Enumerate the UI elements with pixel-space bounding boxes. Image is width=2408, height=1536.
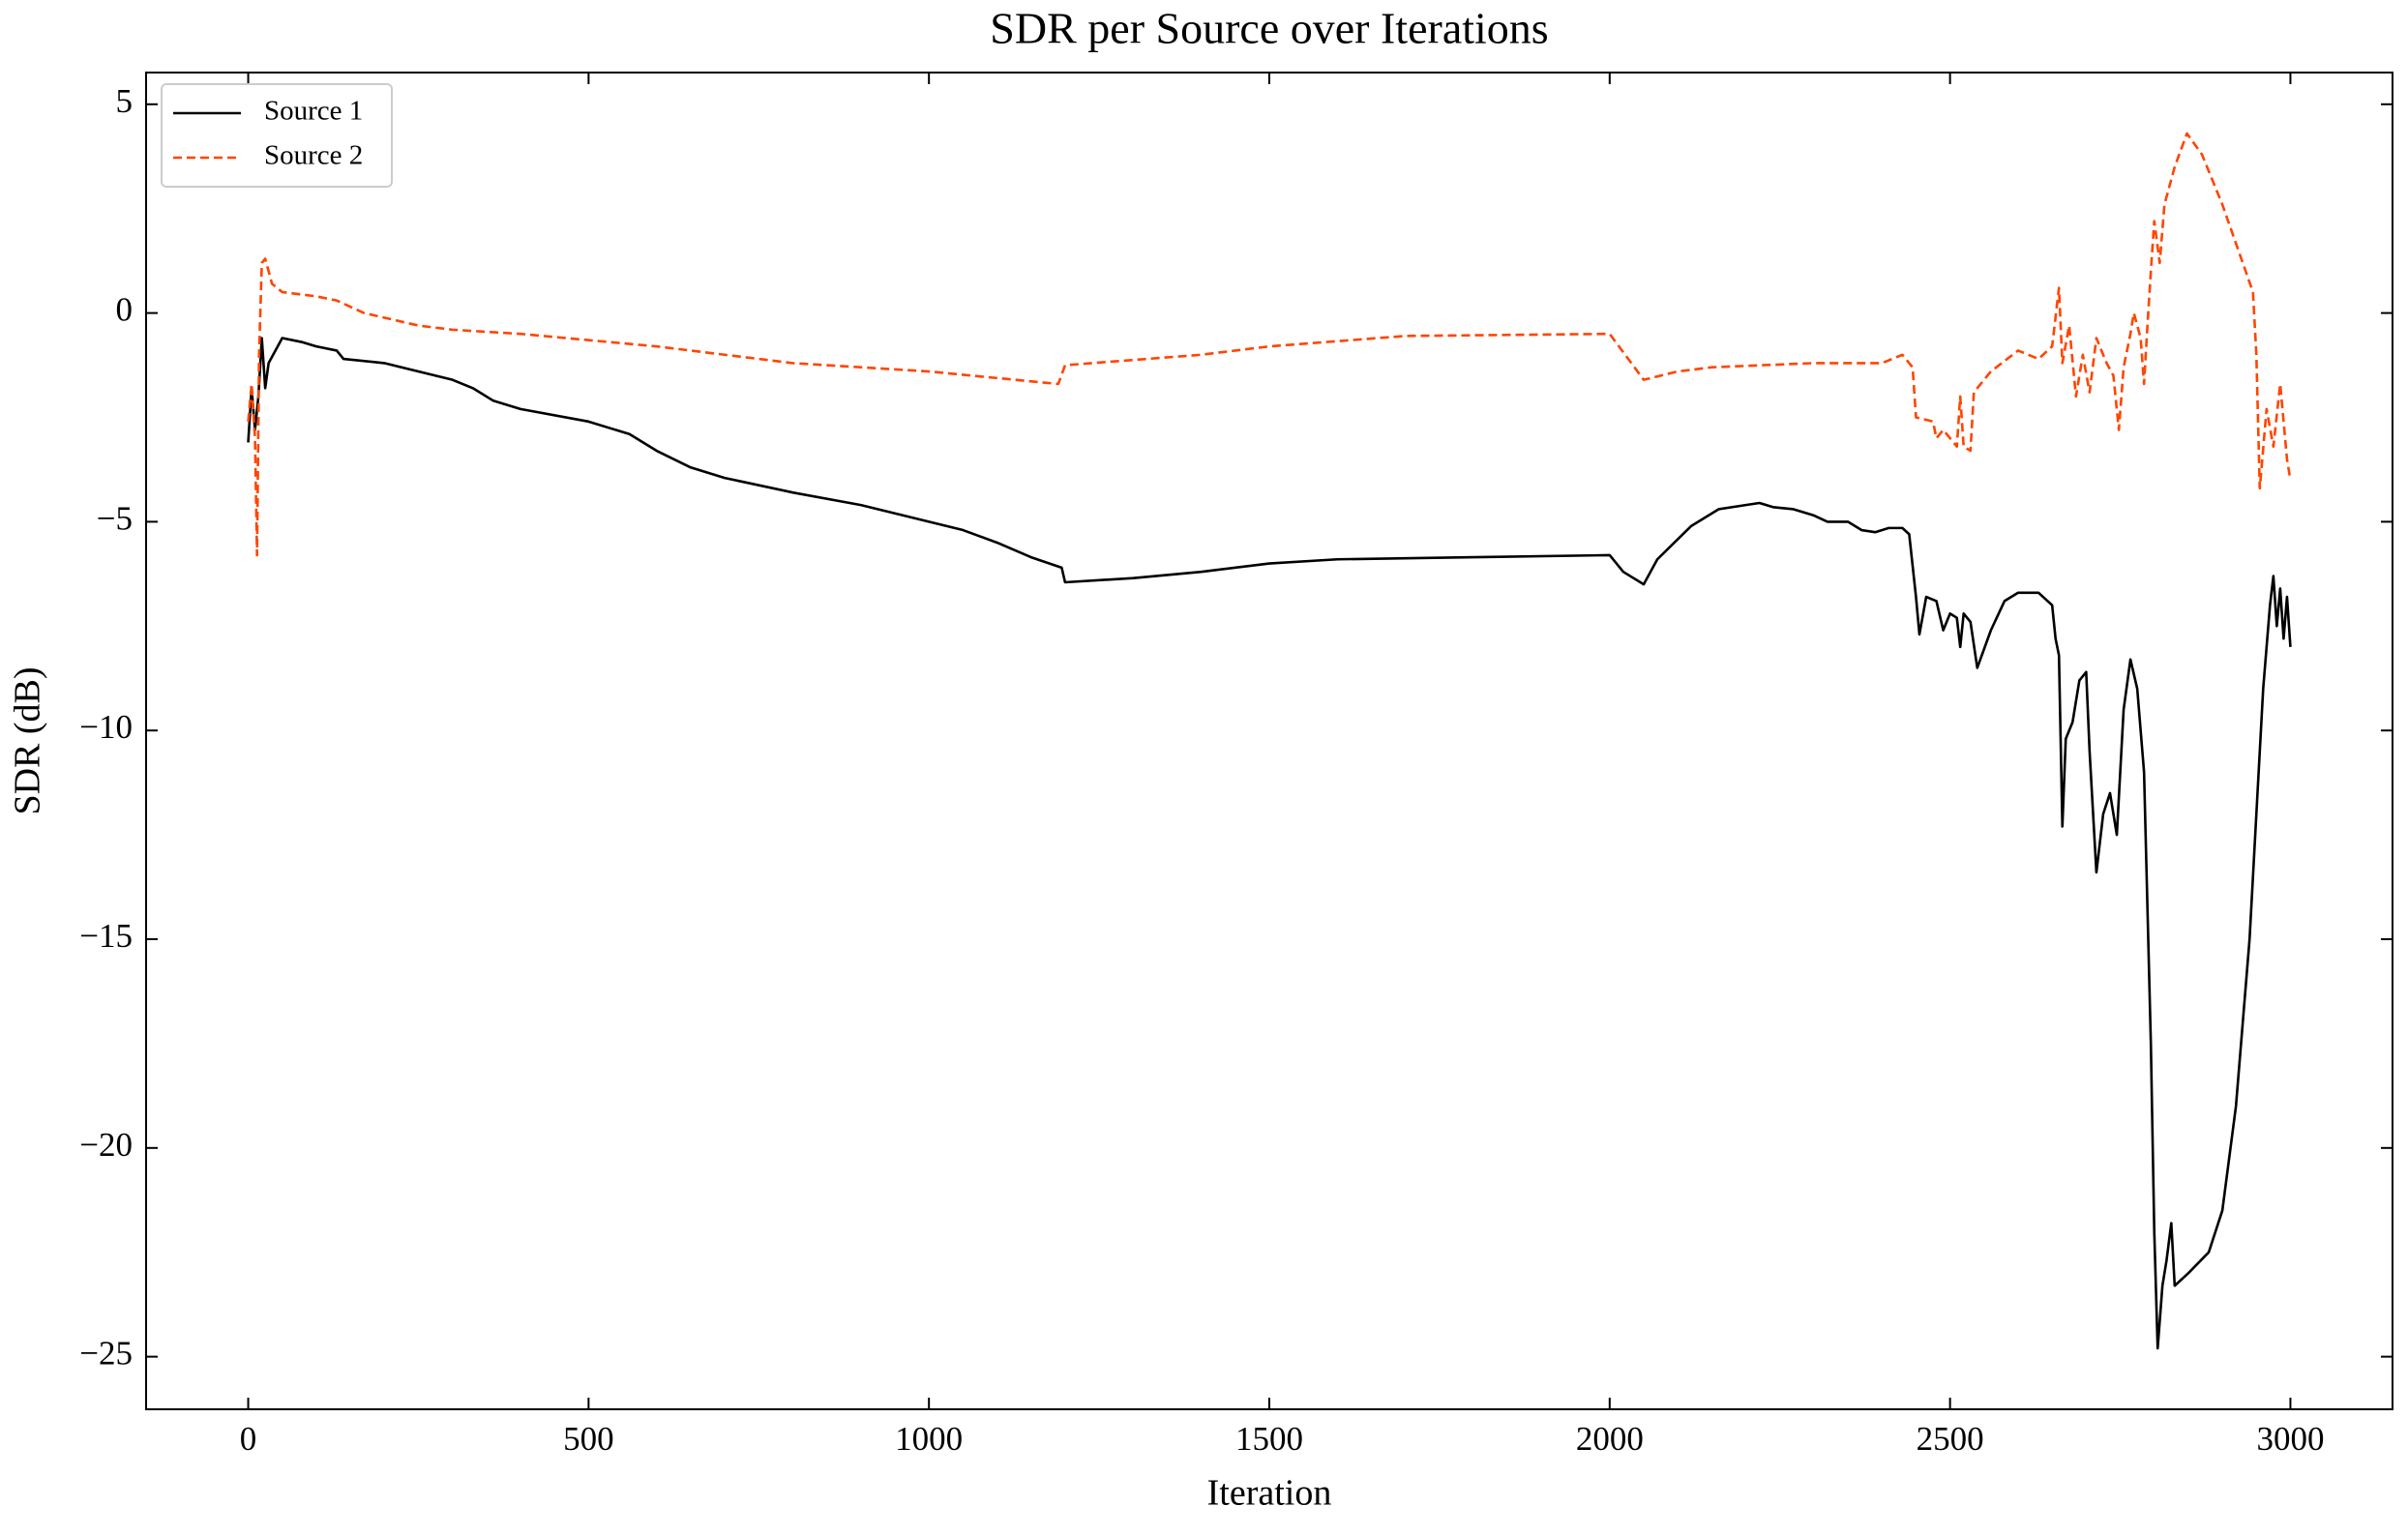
- x-tick-label: 1000: [895, 1420, 963, 1458]
- y-tick-label: 5: [116, 82, 134, 120]
- y-tick-label: −20: [79, 1126, 133, 1164]
- x-tick-label: 0: [240, 1420, 257, 1458]
- plot-frame: [145, 72, 2393, 1410]
- x-axis-label: Iteration: [1207, 1473, 1332, 1514]
- x-tick-label: 2500: [1917, 1420, 1984, 1458]
- line-series: [247, 132, 2292, 557]
- y-tick-label: −10: [79, 708, 133, 746]
- legend-box: [161, 83, 393, 188]
- chart-title: SDR per Source over Iterations: [990, 4, 1548, 53]
- x-tick-label: 2000: [1576, 1420, 1644, 1458]
- y-tick-label: 0: [116, 291, 134, 329]
- legend-label: Source 1: [264, 96, 363, 127]
- line-series: [247, 337, 2292, 1350]
- legend-label: Source 2: [264, 140, 363, 171]
- x-tick-label: 1500: [1235, 1420, 1303, 1458]
- y-tick-label: −15: [79, 917, 133, 955]
- y-tick-label: −5: [97, 499, 133, 537]
- y-axis-label: SDR (dB): [8, 666, 48, 814]
- x-tick-label: 500: [563, 1420, 614, 1458]
- x-tick-label: 3000: [2256, 1420, 2324, 1458]
- y-tick-label: −25: [79, 1335, 133, 1373]
